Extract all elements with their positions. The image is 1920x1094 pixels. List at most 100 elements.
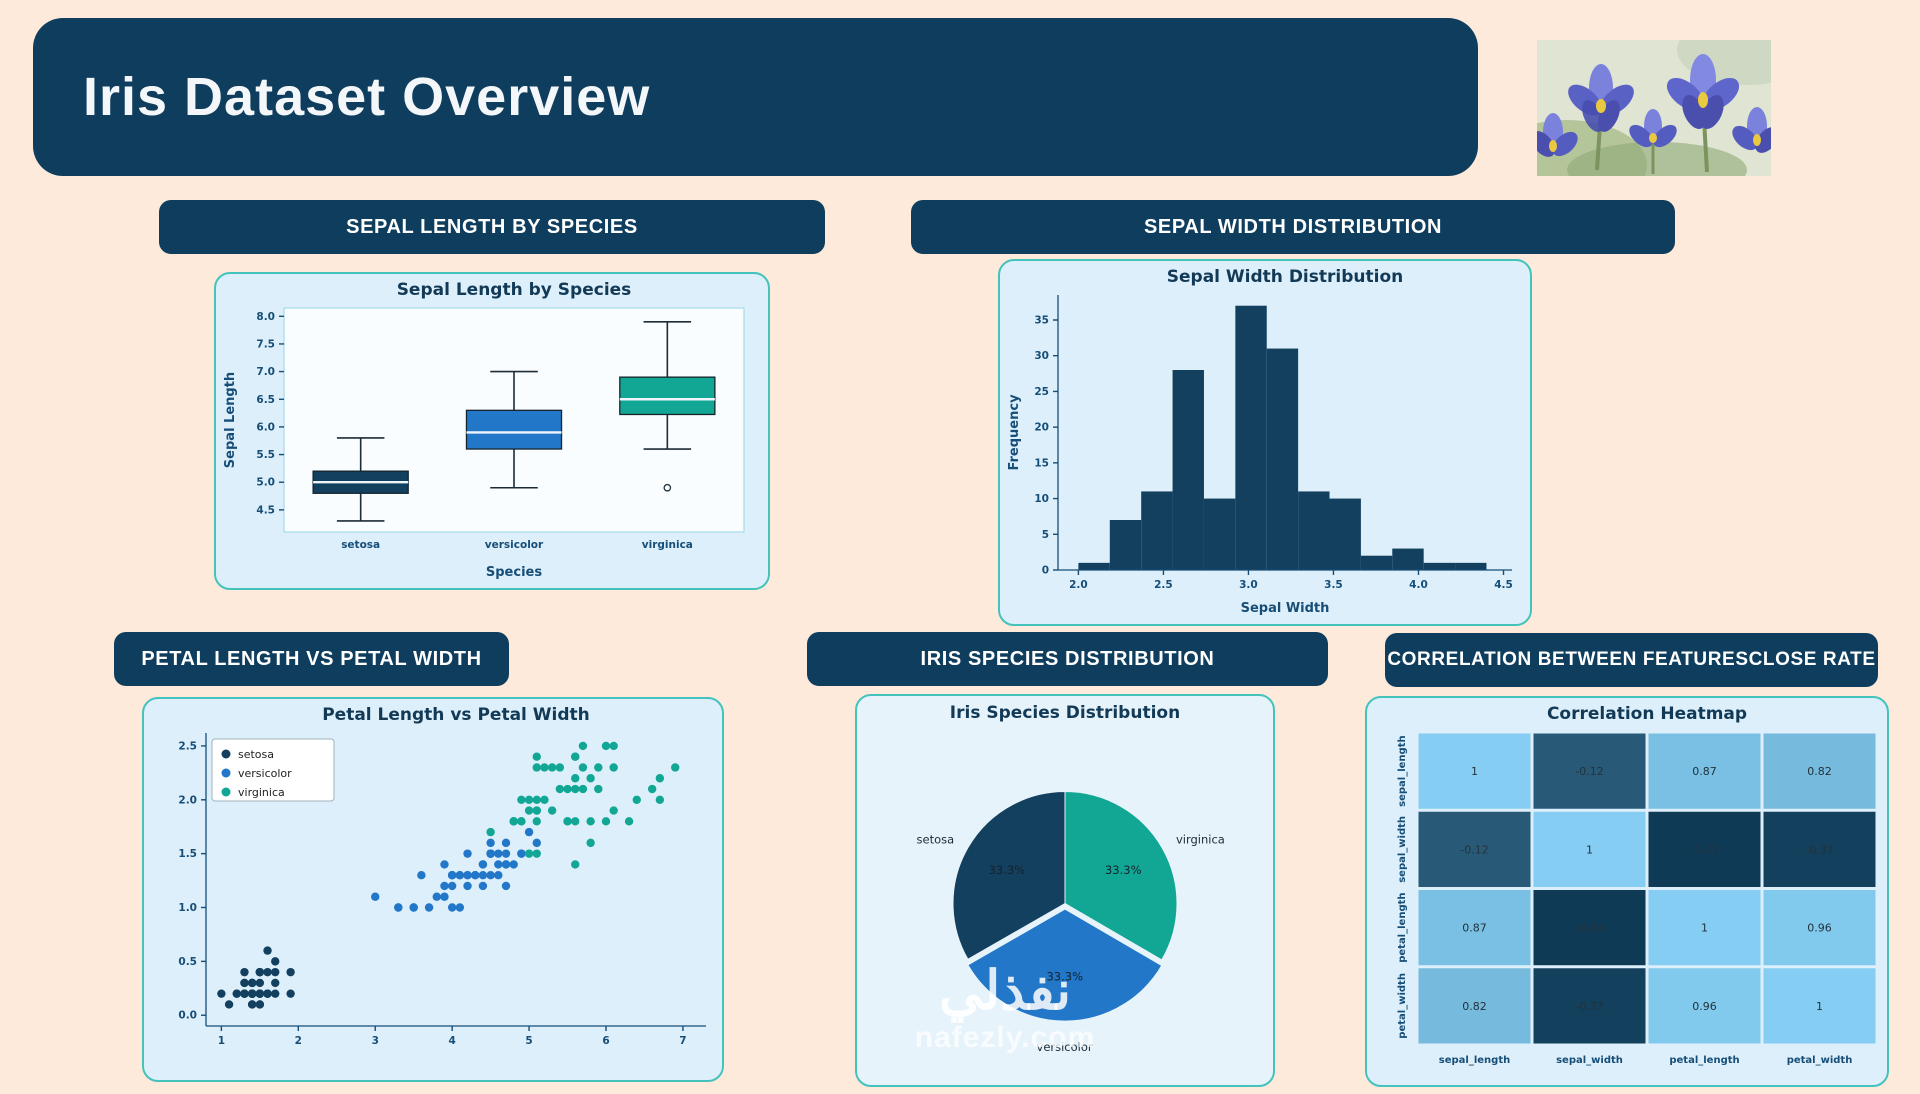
svg-text:-0.12: -0.12	[1575, 765, 1603, 778]
header: Iris Dataset Overview	[33, 18, 1478, 176]
svg-text:0.0: 0.0	[178, 1010, 197, 1022]
svg-text:1.0: 1.0	[178, 902, 197, 914]
svg-text:5.0: 5.0	[256, 477, 275, 489]
svg-text:33.3%: 33.3%	[989, 863, 1026, 877]
svg-text:virginica: virginica	[642, 539, 693, 551]
svg-text:2.5: 2.5	[1154, 579, 1173, 591]
svg-text:6: 6	[602, 1035, 609, 1047]
svg-text:-0.43: -0.43	[1575, 922, 1603, 935]
svg-text:versicolor: versicolor	[238, 767, 292, 780]
heatmap-panel: Correlation Heatmap 1 -0.12 0.87 0.82 sepal_l…	[1365, 696, 1889, 1087]
section-title-sepal-width-distribution: SEPAL WIDTH DISTRIBUTION	[911, 200, 1675, 254]
svg-text:5: 5	[1042, 529, 1049, 541]
svg-text:-0.37: -0.37	[1805, 843, 1833, 856]
svg-text:33.3%: 33.3%	[1105, 863, 1142, 877]
scatter-legend: setosa versicolor virginica	[211, 738, 335, 802]
boxplot-panel: Sepal Length by Species 4.5 5.0 5.5 6.0 6.5 7.…	[214, 272, 770, 590]
svg-text:1: 1	[1586, 843, 1593, 856]
svg-text:setosa: setosa	[238, 748, 274, 761]
section-title-sepal-length-by-species: SEPAL LENGTH BY SPECIES	[159, 200, 825, 254]
svg-text:-0.37: -0.37	[1575, 1000, 1603, 1013]
svg-text:7: 7	[679, 1035, 686, 1047]
svg-text:Iris Species Distribution: Iris Species Distribution	[950, 703, 1180, 723]
section-title-correlation-between-features: CORRELATION BETWEEN FEATURESCLOSE RATE	[1385, 633, 1878, 687]
svg-text:4.0: 4.0	[1409, 579, 1428, 591]
svg-text:3: 3	[372, 1035, 379, 1047]
svg-text:1: 1	[1471, 765, 1478, 778]
svg-text:4.5: 4.5	[256, 504, 275, 516]
svg-text:8.0: 8.0	[256, 311, 275, 323]
svg-text:15: 15	[1034, 457, 1049, 469]
pie-chart: Iris Species Distribution 33.3% setosa 33.3…	[917, 703, 1225, 1054]
svg-text:Sepal Length by Species: Sepal Length by Species	[397, 280, 632, 300]
svg-text:sepal_width: sepal_width	[1397, 816, 1408, 883]
boxplot-chart: Sepal Length by Species 4.5 5.0 5.5 6.0 6.5 7.…	[223, 280, 745, 580]
svg-text:5.5: 5.5	[256, 449, 275, 461]
histogram-chart: Sepal Width Distribution 2.0 2.5 3.0 3.5 4.0 4…	[1007, 267, 1513, 616]
svg-text:6.0: 6.0	[256, 421, 275, 433]
svg-text:petal_length: petal_length	[1397, 892, 1408, 962]
svg-text:petal_width: petal_width	[1787, 1055, 1853, 1066]
svg-text:0.5: 0.5	[178, 956, 197, 968]
svg-text:0.87: 0.87	[1462, 922, 1487, 935]
svg-text:0.96: 0.96	[1807, 922, 1832, 935]
scatter-panel: Petal Length vs Petal Width 1 2 3 4 5 6 7 0.0 0.5…	[142, 697, 724, 1082]
svg-text:5: 5	[525, 1035, 532, 1047]
svg-text:0.82: 0.82	[1807, 765, 1832, 778]
svg-text:Petal Length vs Petal Width: Petal Length vs Petal Width	[322, 705, 590, 725]
svg-text:0: 0	[1042, 565, 1049, 577]
svg-text:1: 1	[218, 1035, 225, 1047]
svg-text:setosa: setosa	[341, 539, 380, 551]
histogram-panel: Sepal Width Distribution 2.0 2.5 3.0 3.5 4.0 4…	[998, 259, 1532, 626]
svg-text:versicolor: versicolor	[485, 539, 544, 551]
svg-text:virginica: virginica	[1176, 833, 1225, 847]
iris-photo-illustration	[1537, 40, 1771, 176]
scatter-chart: Petal Length vs Petal Width 1 2 3 4 5 6 7 0.0 0.5…	[178, 705, 706, 1047]
pie-panel: Iris Species Distribution 33.3% setosa 33.3…	[855, 694, 1275, 1087]
svg-text:petal_length: petal_length	[1669, 1055, 1739, 1066]
svg-text:Sepal Length: Sepal Length	[223, 372, 238, 468]
svg-text:4.5: 4.5	[1494, 579, 1513, 591]
svg-text:1: 1	[1816, 1000, 1823, 1013]
svg-text:10: 10	[1034, 493, 1049, 505]
svg-text:7.5: 7.5	[256, 338, 275, 350]
svg-text:6.5: 6.5	[256, 394, 275, 406]
svg-text:setosa: setosa	[917, 832, 955, 846]
svg-text:sepal_length: sepal_length	[1439, 1055, 1510, 1066]
page-title: Iris Dataset Overview	[83, 67, 651, 127]
svg-text:1.5: 1.5	[178, 848, 197, 860]
section-title-petal-length-vs-petal-width: PETAL LENGTH VS PETAL WIDTH	[114, 632, 509, 686]
svg-text:33.3%: 33.3%	[1046, 969, 1083, 983]
svg-text:sepal_length: sepal_length	[1397, 735, 1408, 806]
svg-text:2.0: 2.0	[1069, 579, 1088, 591]
svg-text:-0.43: -0.43	[1690, 843, 1718, 856]
heatmap-chart: Correlation Heatmap 1 -0.12 0.87 0.82 sepal_l…	[1397, 704, 1876, 1066]
svg-text:0.87: 0.87	[1692, 765, 1717, 778]
svg-text:35: 35	[1034, 315, 1049, 327]
svg-text:30: 30	[1034, 350, 1049, 362]
svg-text:Sepal Width: Sepal Width	[1241, 601, 1330, 616]
svg-text:20: 20	[1034, 422, 1049, 434]
svg-text:2: 2	[295, 1035, 302, 1047]
svg-text:sepal_width: sepal_width	[1556, 1055, 1623, 1066]
svg-text:Correlation Heatmap: Correlation Heatmap	[1547, 704, 1747, 724]
svg-text:virginica: virginica	[238, 786, 285, 799]
svg-text:3.0: 3.0	[1239, 579, 1258, 591]
svg-text:petal_width: petal_width	[1397, 973, 1408, 1039]
iris-photo	[1537, 40, 1771, 176]
svg-text:-0.12: -0.12	[1460, 843, 1488, 856]
svg-text:4: 4	[448, 1035, 455, 1047]
svg-text:25: 25	[1034, 386, 1049, 398]
svg-text:3.5: 3.5	[1324, 579, 1343, 591]
svg-text:1: 1	[1701, 922, 1708, 935]
svg-text:0.96: 0.96	[1692, 1000, 1717, 1013]
svg-text:0.82: 0.82	[1462, 1000, 1487, 1013]
svg-text:Frequency: Frequency	[1007, 394, 1022, 471]
svg-text:2.0: 2.0	[178, 794, 197, 806]
svg-text:versicolor: versicolor	[1037, 1040, 1093, 1054]
section-title-iris-species-distribution: IRIS SPECIES DISTRIBUTION	[807, 632, 1328, 686]
svg-text:2.5: 2.5	[178, 740, 197, 752]
svg-text:Sepal Width Distribution: Sepal Width Distribution	[1167, 267, 1403, 287]
svg-text:7.0: 7.0	[256, 366, 275, 378]
svg-text:Species: Species	[486, 565, 542, 580]
